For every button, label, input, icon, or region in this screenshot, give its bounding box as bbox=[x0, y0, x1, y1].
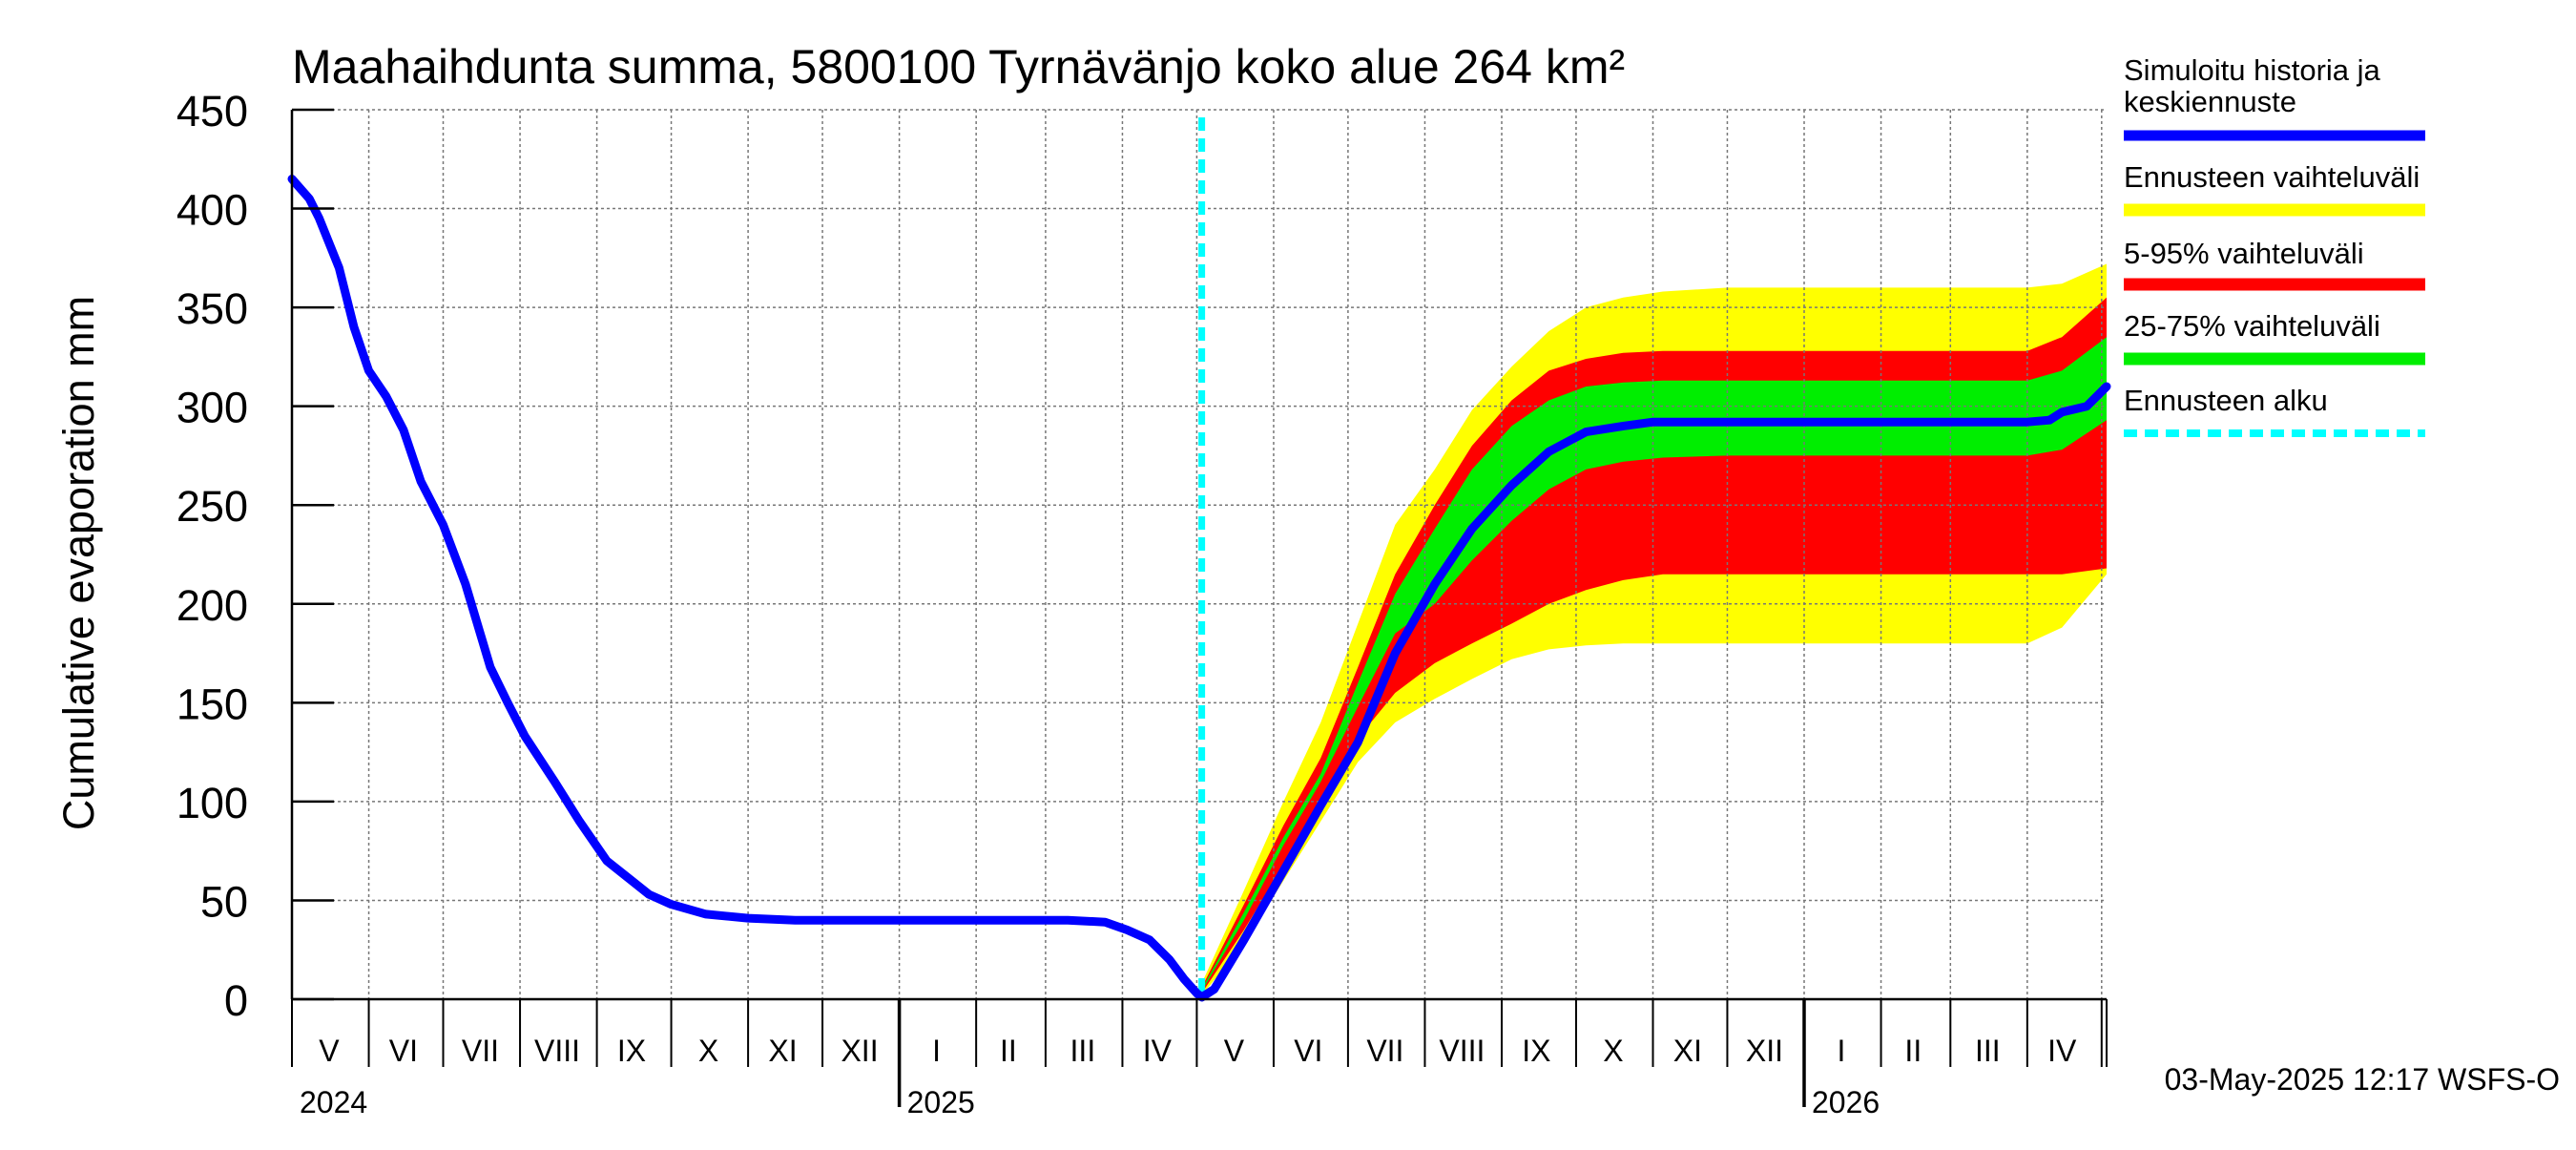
month-label: VI bbox=[1294, 1034, 1322, 1068]
y-tick-label: 200 bbox=[177, 581, 248, 630]
month-label: X bbox=[1603, 1034, 1623, 1068]
year-label: 2026 bbox=[1812, 1085, 1880, 1119]
month-label: XII bbox=[841, 1034, 878, 1068]
month-label: V bbox=[319, 1034, 340, 1068]
legend-label-forecast-start: Ennusteen alku bbox=[2124, 384, 2328, 417]
y-tick-label: 100 bbox=[177, 779, 248, 827]
month-label: VIII bbox=[1439, 1034, 1485, 1068]
month-label: III bbox=[1070, 1034, 1096, 1068]
month-label: I bbox=[1838, 1034, 1846, 1068]
month-label: VII bbox=[1366, 1034, 1403, 1068]
legend-label-simulated-line2: keskiennuste bbox=[2124, 85, 2296, 118]
month-label: III bbox=[1975, 1034, 2001, 1068]
month-label: XI bbox=[1673, 1034, 1702, 1068]
legend: Simuloitu historia ja keskiennuste Ennus… bbox=[2124, 53, 2425, 437]
legend-label-simulated-line1: Simuloitu historia ja bbox=[2124, 53, 2381, 87]
month-label: IX bbox=[1522, 1034, 1550, 1068]
year-label: 2024 bbox=[300, 1085, 367, 1119]
month-label: X bbox=[698, 1034, 718, 1068]
month-label: XI bbox=[768, 1034, 797, 1068]
month-label: II bbox=[1904, 1034, 1922, 1068]
timestamp: 03-May-2025 12:17 WSFS-O bbox=[2165, 1062, 2560, 1097]
month-label: IX bbox=[617, 1034, 646, 1068]
series-line-simulated bbox=[287, 175, 2111, 1002]
legend-label-5-95: 5-95% vaihteluväli bbox=[2124, 237, 2364, 270]
y-tick-label: 450 bbox=[177, 87, 248, 136]
y-tick-label: 150 bbox=[177, 680, 248, 728]
y-tick-label: 350 bbox=[177, 284, 248, 333]
legend-label-25-75: 25-75% vaihteluväli bbox=[2124, 309, 2380, 343]
month-label: V bbox=[1224, 1034, 1245, 1068]
month-label: VIII bbox=[534, 1034, 580, 1068]
chart-title: Maahaihdunta summa, 5800100 Tyrnävänjo k… bbox=[292, 40, 1625, 94]
y-tick-label: 400 bbox=[177, 186, 248, 235]
month-label: VII bbox=[462, 1034, 499, 1068]
legend-label-range: Ennusteen vaihteluväli bbox=[2124, 160, 2420, 194]
y-tick-label: 250 bbox=[177, 482, 248, 531]
series-layer bbox=[287, 175, 2111, 1002]
month-label: IV bbox=[2047, 1034, 2077, 1068]
month-label: VI bbox=[389, 1034, 418, 1068]
y-tick-label: 50 bbox=[200, 877, 248, 926]
month-label: II bbox=[1000, 1034, 1017, 1068]
month-label: XII bbox=[1746, 1034, 1783, 1068]
y-axis-label: Cumulative evaporation mm bbox=[54, 296, 103, 830]
band-25-75 bbox=[1201, 337, 2107, 992]
month-label: I bbox=[932, 1034, 941, 1068]
x-ticks: V VI VII VIII IX X XI XII I II III IV V VI VII VIII IX X X… bbox=[291, 999, 2108, 1119]
y-tick-label: 0 bbox=[224, 976, 248, 1025]
month-label: IV bbox=[1143, 1034, 1173, 1068]
year-label: 2025 bbox=[907, 1085, 975, 1119]
y-ticks: 0 50 100 150 200 250 300 350 400 450 bbox=[177, 87, 334, 1025]
y-tick-label: 300 bbox=[177, 384, 248, 432]
